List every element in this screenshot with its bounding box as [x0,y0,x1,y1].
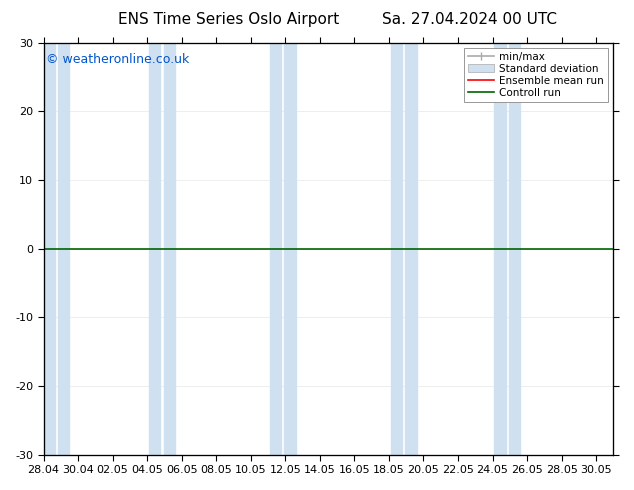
Bar [495,43,505,455]
Bar [58,43,70,455]
Bar [509,43,520,455]
Bar [405,43,417,455]
Bar [285,43,295,455]
Bar [391,43,402,455]
Bar [270,43,281,455]
Text: ENS Time Series Oslo Airport: ENS Time Series Oslo Airport [118,12,339,27]
Bar [149,43,160,455]
Bar [44,43,55,455]
Text: © weatheronline.co.uk: © weatheronline.co.uk [46,53,190,66]
Bar [164,43,175,455]
Text: Sa. 27.04.2024 00 UTC: Sa. 27.04.2024 00 UTC [382,12,557,27]
Legend: min/max, Standard deviation, Ensemble mean run, Controll run: min/max, Standard deviation, Ensemble me… [464,48,608,102]
